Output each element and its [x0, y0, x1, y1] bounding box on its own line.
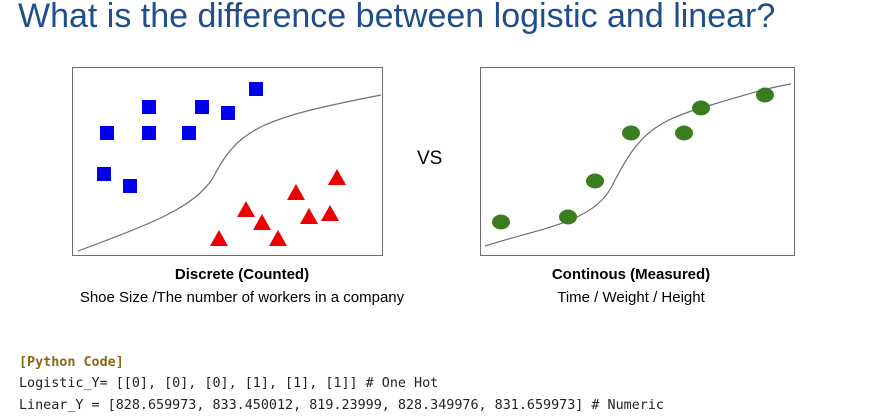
red-triangle — [253, 214, 271, 230]
data-point — [622, 125, 640, 141]
discrete-plot — [72, 67, 383, 256]
blue-square — [97, 167, 111, 181]
red-triangle — [269, 230, 287, 246]
page-title: What is the difference between logistic … — [18, 0, 776, 35]
continuous-plot-canvas — [484, 83, 792, 247]
red-triangle — [321, 205, 339, 221]
red-triangle — [287, 184, 305, 200]
blue-square — [221, 106, 235, 120]
code-line-linear: Linear_Y = [828.659973, 833.450012, 819.… — [19, 398, 664, 413]
blue-square — [182, 126, 196, 140]
red-triangle — [328, 169, 346, 185]
data-point — [492, 214, 510, 230]
blue-square — [249, 82, 263, 96]
blue-square — [123, 179, 137, 193]
discrete-caption-sub: Shoe Size /The number of workers in a co… — [79, 289, 405, 306]
blue-square — [142, 100, 156, 114]
blue-square — [195, 100, 209, 114]
code-line-logistic: Logistic_Y= [[0], [0], [0], [1], [1], [1… — [19, 376, 439, 391]
red-triangle — [237, 201, 255, 217]
data-point — [675, 125, 693, 141]
red-triangle — [300, 208, 318, 224]
discrete-plot-canvas — [77, 82, 382, 252]
decision-boundary-curve — [77, 94, 382, 252]
continuous-caption-title: Continous (Measured) — [551, 266, 711, 283]
code-header: [Python Code] — [19, 355, 124, 370]
data-point — [586, 173, 604, 189]
blue-square — [100, 126, 114, 140]
data-point — [559, 209, 577, 225]
data-point — [692, 100, 710, 116]
data-point — [756, 87, 774, 103]
vs-label: VS — [417, 148, 443, 169]
regression-curve — [484, 83, 792, 247]
continuous-plot — [480, 67, 795, 256]
blue-square — [142, 126, 156, 140]
continuous-caption-sub: Time / Weight / Height — [557, 289, 705, 306]
discrete-caption-title: Discrete (Counted) — [174, 266, 310, 283]
red-triangle — [210, 230, 228, 246]
